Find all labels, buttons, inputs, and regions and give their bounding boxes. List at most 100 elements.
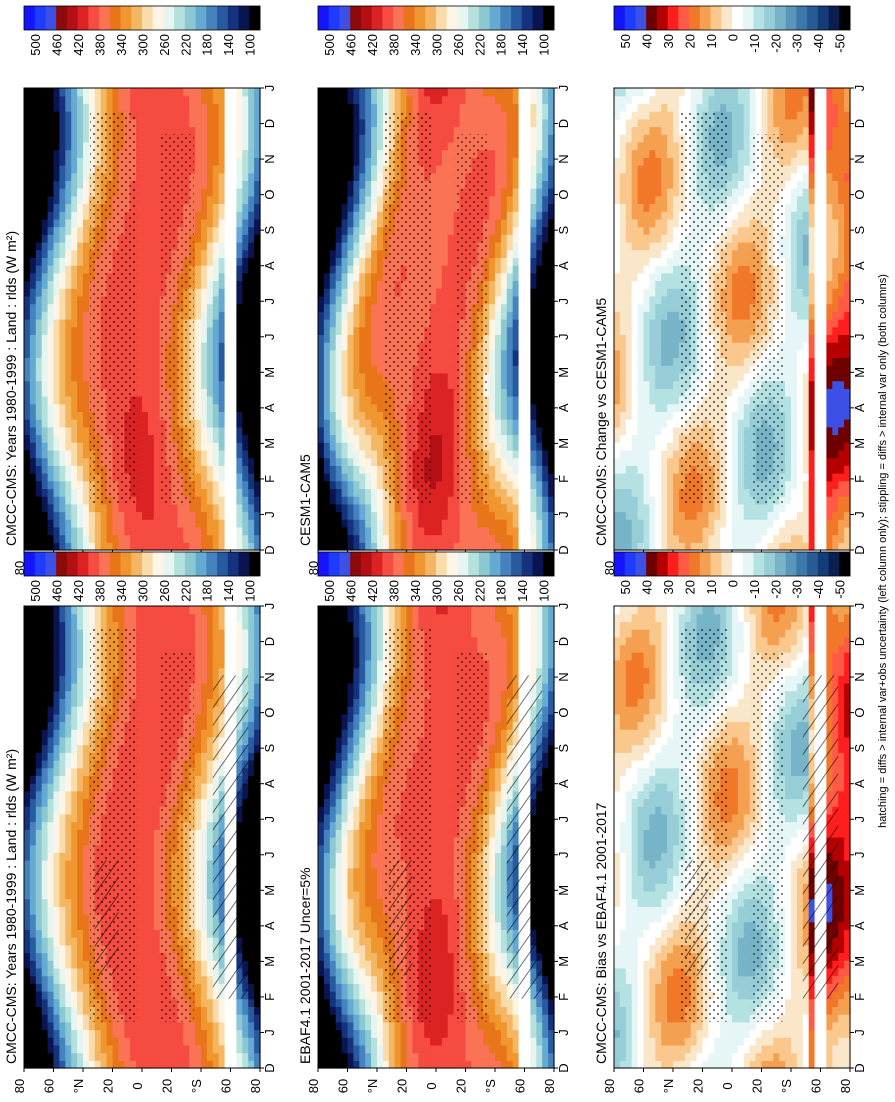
heatmap-cell <box>212 365 220 374</box>
heatmap-cell <box>165 519 173 528</box>
heatmap-cell <box>83 388 90 397</box>
heatmap-cell <box>83 419 90 428</box>
heatmap-cell <box>65 883 72 892</box>
heatmap-cell <box>147 659 155 669</box>
heatmap-cell <box>24 141 31 151</box>
heatmap-cell <box>136 141 143 151</box>
heatmap-cell <box>112 534 119 543</box>
heatmap-cell <box>201 511 208 520</box>
heatmap-cell <box>189 1052 196 1061</box>
heatmap-cell <box>165 636 173 646</box>
heatmap-cell <box>147 211 155 220</box>
heatmap-cell <box>248 1052 255 1061</box>
heatmap-cell <box>71 813 78 823</box>
heatmap-cell <box>224 103 232 112</box>
heatmap-cell <box>29 203 37 212</box>
heatmap-cell <box>171 1052 178 1061</box>
heatmap-cell <box>94 1044 102 1054</box>
heatmap-cell <box>136 906 143 915</box>
heatmap-cell <box>59 652 66 661</box>
lat-tick-label: 80 <box>12 561 27 575</box>
heatmap-cell <box>47 342 55 351</box>
heatmap-cell <box>77 837 84 846</box>
heatmap-cell <box>242 319 249 328</box>
heatmap-cell <box>242 465 249 474</box>
heatmap-cell <box>201 798 208 807</box>
heatmap-cell <box>230 149 237 158</box>
heatmap-cell <box>124 621 131 630</box>
heatmap-cell <box>35 218 43 228</box>
heatmap-cell <box>248 334 255 343</box>
heatmap-cell <box>29 141 37 151</box>
heatmap-cell <box>195 1044 202 1054</box>
heatmap-cell <box>24 334 31 343</box>
heatmap-cell <box>318 411 325 420</box>
heatmap-cell <box>71 929 78 938</box>
heatmap-cell <box>47 783 55 792</box>
heatmap-cell <box>254 713 261 723</box>
heatmap-cell <box>254 542 261 551</box>
heatmap-cell <box>47 180 55 189</box>
heatmap-cell <box>41 991 49 1000</box>
heatmap-cell <box>24 488 31 497</box>
heatmap-cell <box>35 821 43 830</box>
heatmap-cell <box>254 95 261 104</box>
heatmap-cell <box>230 606 237 615</box>
heatmap-cell <box>47 295 55 305</box>
heatmap-cell <box>53 790 60 800</box>
heatmap-cell <box>153 775 161 784</box>
heatmap-cell <box>24 118 31 128</box>
heatmap-cell <box>201 975 208 984</box>
heatmap-cell <box>77 1044 84 1054</box>
heatmap-cell <box>59 860 66 869</box>
heatmap-cell <box>147 303 155 312</box>
heatmap-cell <box>147 898 155 907</box>
heatmap-cell <box>147 606 155 615</box>
heatmap-cell <box>53 488 60 497</box>
heatmap-cell <box>189 644 196 653</box>
heatmap-cell <box>136 319 143 328</box>
heatmap-cell <box>195 388 202 397</box>
heatmap-cell <box>29 921 37 930</box>
heatmap-cell <box>41 511 49 520</box>
heatmap-cell <box>189 511 196 520</box>
heatmap-cell <box>236 473 243 482</box>
heatmap-cell <box>195 659 202 669</box>
heatmap-cell <box>29 488 37 497</box>
heatmap-cell <box>224 442 232 451</box>
heatmap-cell <box>248 511 255 520</box>
heatmap-cell <box>236 449 243 459</box>
heatmap-cell <box>212 295 220 305</box>
heatmap-cell <box>83 126 90 135</box>
heatmap-cell <box>59 195 66 205</box>
heatmap-cell <box>147 929 155 938</box>
heatmap-cell <box>254 752 261 761</box>
heatmap-cell <box>65 729 72 738</box>
heatmap-cell <box>83 288 90 297</box>
heatmap-cell <box>53 636 60 646</box>
heatmap-cell <box>147 542 155 551</box>
heatmap-cell <box>77 1060 84 1069</box>
heatmap-cell <box>41 226 49 235</box>
heatmap-cell <box>147 736 155 746</box>
heatmap-cell <box>147 937 155 946</box>
heatmap-cell <box>59 613 66 622</box>
heatmap-cell <box>206 813 214 823</box>
heatmap-cell <box>24 380 31 389</box>
heatmap-cell <box>254 226 261 235</box>
heatmap-cell <box>195 519 202 528</box>
heatmap-cell <box>53 921 60 930</box>
heatmap-cell <box>147 806 155 815</box>
heatmap-cell <box>224 1021 232 1031</box>
heatmap-cell <box>142 652 149 661</box>
heatmap-cell <box>183 606 190 615</box>
heatmap-cell <box>318 449 325 459</box>
heatmap-cell <box>71 621 78 630</box>
heatmap-cell <box>59 141 66 151</box>
heatmap-cell <box>47 134 55 143</box>
colorbar-swatch <box>142 552 154 576</box>
heatmap-cell <box>254 295 261 305</box>
heatmap-cell <box>242 195 249 205</box>
heatmap-cell <box>218 419 226 428</box>
heatmap-cell <box>254 1021 261 1031</box>
